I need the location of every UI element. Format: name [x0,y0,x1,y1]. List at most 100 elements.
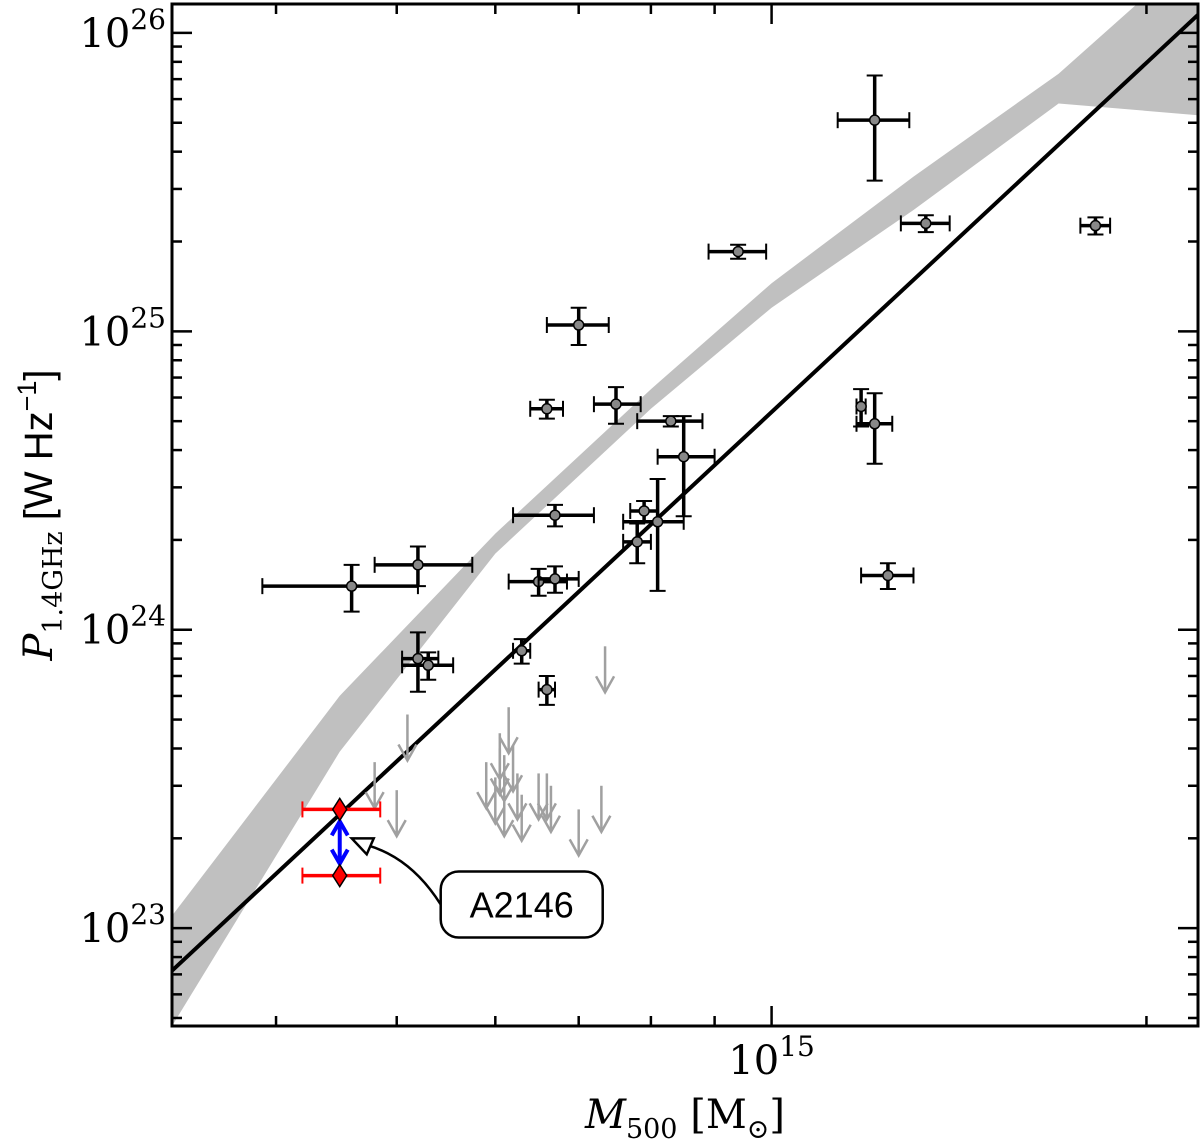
detection-marker [868,418,881,430]
detection-point [622,477,685,592]
annotation-label: A2146 [470,885,574,926]
upper-limit-arrow [536,773,557,822]
detection-point [592,386,642,425]
a2146-diamond-marker [331,797,348,822]
axis-ticks-layer [172,4,1198,1026]
upper-limits-layer [364,646,616,858]
detection-point [636,413,704,430]
upper-limit-head [540,815,562,835]
x-tick-label-base: 10 [728,1038,779,1084]
upper-limit-head [594,675,616,695]
detection-marker [541,403,553,415]
upper-limit-arrow [594,646,616,695]
y-axis-label: P1.4GHz [W Hz−1] [12,369,69,661]
detection-marker [882,569,894,582]
detections-layer [261,74,1112,706]
y-axis-label-unit-open: [W Hz [17,411,61,531]
y-tick-label-base: 10 [79,608,130,654]
detection-point [373,545,474,588]
detection-marker [549,573,561,585]
detection-point [656,415,716,518]
detection-marker [855,400,867,413]
y-axis-label-unit-sup: −1 [12,381,42,412]
detection-marker [1089,219,1102,232]
upper-limit-arrow [476,762,497,811]
upper-limit-arrow [591,785,612,835]
detection-point [899,214,951,234]
y-tick-label-exponent: 24 [130,600,166,633]
a2146-layer [301,797,382,889]
detection-point [512,638,532,665]
detection-marker [651,516,664,528]
y-tick-label: 1025 [79,301,166,355]
y-axis-label-unit-close: ] [17,369,61,380]
plot-frame [170,2,1200,1028]
y-tick-label: 1024 [79,600,166,654]
detection-marker [541,683,553,696]
upper-limit-arrow [540,785,562,835]
detection-point [529,398,565,420]
confidence-band-layer [172,4,1198,1026]
detection-point [537,565,580,594]
a2146-diamond-marker [331,863,348,889]
upper-limit-arrow [528,773,549,822]
upper-limit-arrow [386,790,407,839]
y-tick-label-exponent: 23 [130,898,166,931]
y-axis-label-main: P [16,633,62,662]
detection-marker [412,559,424,571]
detection-marker [422,659,434,672]
x-axis-label-main: M [584,1092,627,1138]
y-tick-label-exponent: 25 [130,301,166,334]
detection-point [855,392,894,465]
upper-limit-head [536,802,557,822]
detection-marker [412,652,424,665]
a2146-point [301,797,382,822]
x-axis-label: M500 [M⊙] [584,1092,785,1143]
upper-limit-arrow [489,733,510,782]
detection-marker [515,645,528,657]
x-axis-label-unit-open: [M [678,1092,747,1138]
detection-point [860,562,915,590]
upper-limit-arrow [568,809,589,858]
upper-limit-head [489,762,510,782]
detection-point [512,503,595,528]
upper-limit-head [494,784,515,804]
detection-point [853,388,870,428]
detection-point [401,651,455,681]
x-axis-label-unit-close: ] [769,1092,785,1138]
detection-marker [665,415,677,427]
detection-point [707,243,768,260]
detection-marker [638,505,650,517]
upper-limit-head [498,736,519,756]
upper-limit-head [397,743,418,764]
annotation-layer: A2146 [348,837,604,939]
upper-limit-head [591,815,612,835]
a2146-point [301,863,382,889]
x-axis-label-unit-sub: ⊙ [747,1114,770,1143]
confidence-band [172,4,1198,1026]
upper-limit-head [502,774,524,794]
detection-point [401,631,440,693]
upper-limit-arrow [498,707,519,756]
detection-marker [732,245,744,258]
y-tick-label: 1023 [79,898,166,952]
detection-marker [549,509,561,521]
detection-point [537,674,557,706]
upper-limit-arrow [507,773,528,822]
upper-limit-head [507,802,528,822]
y-axis-label-sub: 1.4GHz [38,531,69,633]
y-tick-label: 1026 [79,3,166,57]
annotation-arrow [367,844,442,906]
detection-point [261,563,419,613]
x-tick-label: 1015 [728,1030,815,1084]
detection-marker [345,580,358,592]
detection-point [836,74,911,182]
upper-limit-head [485,806,506,826]
upper-limit-arrow [502,745,524,794]
detection-marker [920,217,932,230]
detection-point [1079,216,1112,236]
upper-limit-head [511,824,532,844]
y-tick-label-base: 10 [79,906,130,952]
